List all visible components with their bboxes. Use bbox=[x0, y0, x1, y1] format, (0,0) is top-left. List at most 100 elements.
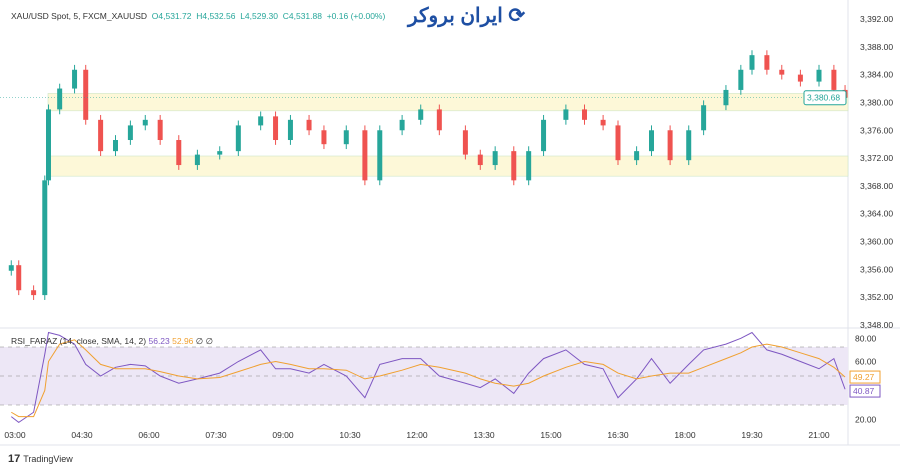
open-value: O4,531.72 bbox=[151, 11, 192, 21]
price-tick-label: 3,392.00 bbox=[860, 14, 893, 24]
candle-body bbox=[600, 119, 606, 126]
candle-body bbox=[42, 180, 48, 296]
rsi-last-badge bbox=[849, 370, 881, 384]
rsi-tick-label: 60.00 bbox=[855, 357, 877, 367]
candle-body bbox=[194, 154, 200, 166]
candle-body bbox=[779, 69, 785, 75]
candle-body bbox=[273, 116, 279, 141]
rsi-sma-value: 52.96 bbox=[172, 336, 194, 346]
candle-body bbox=[701, 105, 707, 131]
price-tick-label: 3,368.00 bbox=[860, 181, 893, 191]
rsi-v4: ∅ bbox=[205, 336, 213, 346]
candle-body bbox=[72, 69, 78, 89]
price-tick-label: 3,380.00 bbox=[860, 97, 893, 107]
candle-body bbox=[113, 140, 118, 152]
rsi-series-sma bbox=[11, 339, 846, 418]
candle-body bbox=[258, 116, 264, 126]
candle-body bbox=[46, 109, 51, 181]
candle-body bbox=[98, 119, 104, 152]
candle-body bbox=[377, 130, 383, 181]
candle-body bbox=[582, 109, 587, 120]
rsi-series-rsi bbox=[10, 331, 846, 424]
candle-body bbox=[176, 140, 182, 166]
candle-body bbox=[287, 119, 293, 141]
price-tick-label: 3,348.00 bbox=[860, 320, 893, 330]
brand-logo-text: ایران بروکر bbox=[408, 5, 503, 27]
candle-body bbox=[16, 265, 22, 291]
candle-body bbox=[343, 130, 349, 145]
rsi-value: 56.23 bbox=[148, 336, 170, 346]
candle-body bbox=[436, 109, 442, 131]
candle-body bbox=[797, 74, 803, 82]
candle-body bbox=[462, 130, 468, 155]
candle-body bbox=[83, 69, 89, 120]
candle-body bbox=[492, 151, 498, 166]
candle-body bbox=[749, 55, 755, 70]
candle-body bbox=[563, 109, 569, 120]
rsi-v3: ∅ bbox=[195, 336, 204, 346]
candle-body bbox=[686, 130, 692, 161]
time-tick-label: 04:30 bbox=[71, 430, 93, 440]
brand-logo: ایران بروکر ⟳ bbox=[408, 3, 525, 28]
candle-body bbox=[321, 130, 327, 145]
close-value: C4,531.88 bbox=[282, 11, 322, 21]
candle-body bbox=[217, 151, 223, 155]
candle-body bbox=[127, 125, 133, 141]
candle-body bbox=[649, 130, 654, 152]
candle-body bbox=[667, 130, 673, 161]
rsi-last-label: 40.87 bbox=[853, 386, 875, 396]
candle-body bbox=[418, 109, 424, 120]
symbol-name[interactable]: XAU/USD Spot, 5, FXCM_XAUUSD bbox=[11, 11, 148, 21]
time-tick-label: 03:00 bbox=[4, 430, 26, 440]
candle-body bbox=[142, 119, 148, 126]
candle-body bbox=[8, 265, 14, 271]
time-tick-label: 13:30 bbox=[473, 430, 495, 440]
rsi-tick-label: 20.00 bbox=[855, 415, 877, 425]
time-tick-label: 16:30 bbox=[607, 430, 629, 440]
tv-text: TradingView bbox=[23, 454, 73, 464]
time-tick-label: 09:00 bbox=[272, 430, 294, 440]
rsi-last-label: 49.27 bbox=[853, 372, 875, 382]
rsi-tick-label: 80.00 bbox=[855, 334, 877, 344]
candle-body bbox=[816, 69, 822, 82]
time-tick-label: 07:30 bbox=[205, 430, 227, 440]
price-tick-label: 3,352.00 bbox=[860, 292, 893, 302]
price-tick-label: 3,360.00 bbox=[860, 237, 893, 247]
candle-body bbox=[831, 69, 837, 90]
time-tick-label: 21:00 bbox=[808, 430, 830, 440]
candle-body bbox=[399, 119, 405, 131]
candle-body bbox=[57, 88, 63, 110]
rsi-last-badge bbox=[849, 384, 881, 398]
last-price-label: 3,380.68 bbox=[807, 93, 840, 103]
candle-body bbox=[526, 151, 532, 181]
chart-logo-icon: ⟳ bbox=[508, 5, 526, 27]
candle-body bbox=[306, 119, 312, 131]
price-tick-label: 3,384.00 bbox=[860, 70, 893, 80]
price-tick-label: 3,388.00 bbox=[860, 42, 893, 52]
price-tick-label: 3,372.00 bbox=[860, 153, 893, 163]
high-value: H4,532.56 bbox=[196, 11, 236, 21]
price-tick-label: 3,364.00 bbox=[860, 209, 893, 219]
last-price-badge bbox=[803, 90, 847, 106]
rsi-legend: RSI_FARAZ (14, close, SMA, 14, 2) 56.23 … bbox=[11, 336, 213, 347]
change-value: +0.16 (+0.00%) bbox=[326, 11, 386, 21]
candle-body bbox=[764, 55, 770, 70]
time-tick-label: 06:00 bbox=[138, 430, 160, 440]
candle-body bbox=[541, 119, 547, 152]
price-tick-label: 3,356.00 bbox=[860, 264, 893, 274]
candle-body bbox=[477, 154, 483, 166]
candle-body bbox=[235, 125, 241, 152]
candle-body bbox=[31, 290, 37, 296]
low-value: L4,529.30 bbox=[240, 11, 279, 21]
candle-body bbox=[157, 119, 163, 141]
rsi-name[interactable]: RSI_FARAZ (14, close, SMA, 14, 2) bbox=[11, 336, 147, 346]
candle-body bbox=[362, 130, 368, 181]
tradingview-logo: 17 TradingView bbox=[8, 453, 73, 465]
candle-body bbox=[511, 151, 517, 181]
time-tick-label: 12:00 bbox=[406, 430, 428, 440]
time-tick-label: 18:00 bbox=[674, 430, 696, 440]
candle-body bbox=[738, 69, 744, 90]
support-resistance-zone bbox=[47, 155, 849, 177]
tv-icon: 17 bbox=[8, 453, 21, 465]
